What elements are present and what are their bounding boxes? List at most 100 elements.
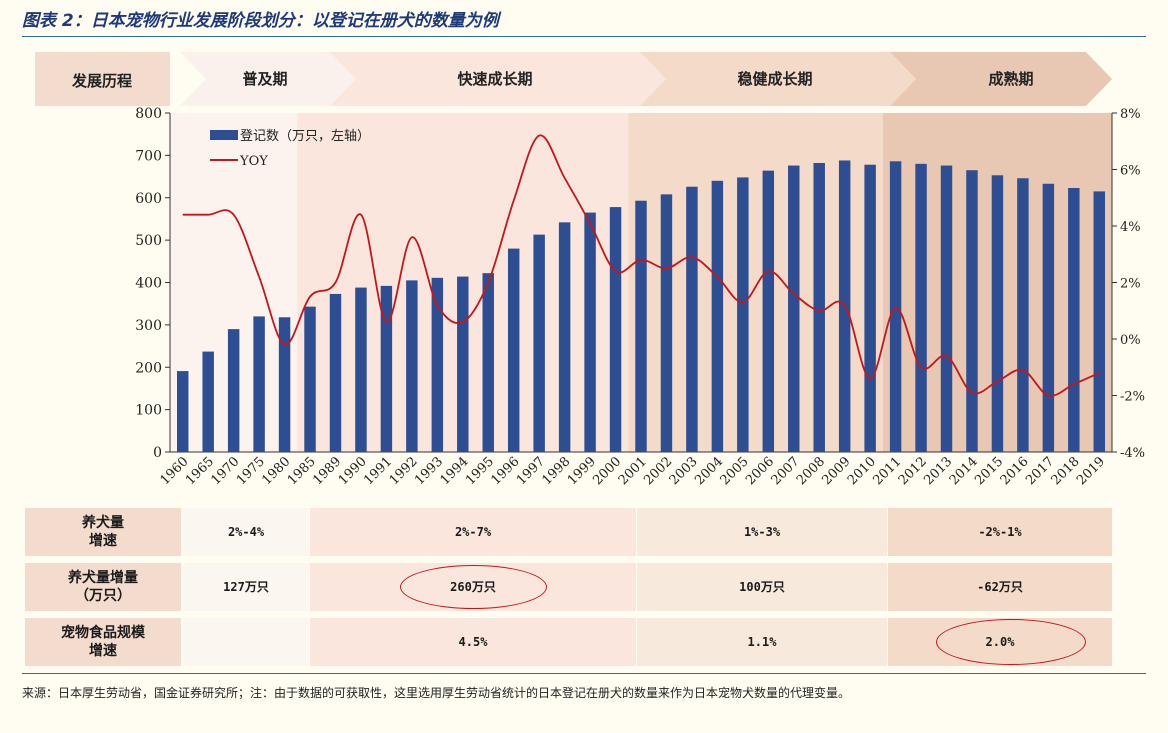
stage-name-2: 快速成长期 — [457, 70, 532, 88]
x-tick-label: 1985 — [285, 454, 319, 488]
figure-title: 图表 2：日本宠物行业发展阶段划分：以登记在册犬的数量为例 — [22, 11, 499, 31]
x-tick-label: 2008 — [794, 454, 828, 488]
bar — [788, 165, 800, 453]
bar — [227, 329, 240, 452]
bar — [355, 287, 367, 452]
bar — [889, 161, 902, 452]
y-tick-label-right: 4% — [1120, 220, 1141, 235]
x-tick-label: 2010 — [845, 454, 879, 488]
x-tick-label: 1995 — [463, 454, 497, 488]
bar — [431, 277, 444, 452]
y-tick-label-right: 8% — [1120, 107, 1141, 122]
bar — [660, 194, 673, 453]
x-tick-label: 2013 — [921, 454, 955, 488]
legend: 登记数（万只，左轴） YOY — [210, 129, 370, 169]
table-cell: 1%-3% — [637, 508, 887, 556]
table-row-label: 养犬量 增速 — [25, 508, 181, 556]
x-tick-label: 1998 — [539, 454, 573, 488]
x-tick-label: 2014 — [947, 454, 981, 488]
y-tick-label-left: 500 — [135, 233, 162, 249]
x-tick-label: 2004 — [692, 454, 726, 488]
x-tick-label: 2000 — [590, 454, 624, 488]
table-cell: 127万只 — [183, 563, 309, 611]
highlight-ellipse-260 — [400, 565, 547, 609]
bar — [711, 180, 724, 453]
bar — [940, 165, 953, 453]
stage-header-label: 发展历程 — [71, 72, 132, 90]
axes: 0 100 200 300 400 500 600 700 800 -4% -2% 0% 2% 4% 6% 8… — [135, 106, 1145, 461]
bar — [1068, 188, 1080, 452]
x-tick-label: 1992 — [387, 454, 421, 488]
x-tick-label: 2002 — [641, 454, 675, 488]
x-tick-label: 1999 — [565, 454, 599, 488]
bar — [558, 222, 571, 452]
bar — [737, 177, 749, 452]
bar — [380, 285, 393, 452]
table-cell-text: 100万只 — [739, 580, 785, 594]
bar — [253, 316, 265, 452]
x-tick-label: 1960 — [158, 454, 192, 488]
x-tick-label: 1980 — [259, 454, 293, 488]
table-cell: 2%-7% — [310, 508, 636, 556]
table-cell-text: 1.1% — [747, 635, 777, 649]
table-cell: 100万只 — [637, 563, 887, 611]
bar — [609, 207, 622, 452]
bar — [966, 170, 978, 453]
table-cell-text: 1%-3% — [743, 525, 781, 539]
stage-name-3: 稳健成长期 — [737, 70, 812, 88]
y-tick-label-left: 600 — [135, 191, 162, 207]
table-row-label-text: 宠物食品规模 — [61, 625, 145, 641]
bar — [202, 351, 214, 452]
x-tick-label: 2011 — [870, 454, 904, 488]
y-tick-label-left: 0 — [153, 445, 162, 461]
table-cell: 1.1% — [637, 618, 887, 666]
bar — [457, 276, 469, 452]
bar — [813, 163, 825, 452]
table-cell — [183, 618, 309, 666]
title-rule — [22, 36, 1146, 37]
table-cell: 4.5% — [310, 618, 636, 666]
table-row-label-text: 养犬量 — [82, 515, 124, 531]
table-cell-text: -62万只 — [977, 580, 1023, 594]
highlight-ellipse-2pct — [936, 619, 1086, 665]
y-tick-label-left: 100 — [135, 403, 162, 419]
bar — [329, 293, 342, 452]
stage-name-1: 普及期 — [242, 70, 287, 88]
x-tick-label: 2017 — [1023, 454, 1057, 488]
y-tick-label-right: 2% — [1120, 277, 1141, 292]
bar — [1093, 191, 1105, 453]
x-tick-label: 2012 — [896, 454, 930, 488]
bar — [177, 371, 189, 452]
stage-chevron-2 — [330, 52, 666, 106]
y-tick-label-right: -2% — [1120, 390, 1145, 405]
bar — [482, 273, 494, 452]
table-row-label-text: （万只） — [75, 588, 131, 604]
bar — [635, 200, 647, 452]
y-tick-label-right: 0% — [1120, 333, 1141, 348]
bar — [533, 234, 545, 452]
table-row-label: 养犬量增量 （万只） — [25, 563, 181, 611]
x-tick-label: 1990 — [336, 454, 370, 488]
x-tick-label: 2003 — [667, 454, 701, 488]
y-tick-label-left: 700 — [135, 148, 162, 164]
table-cell-text: -2%-1% — [978, 525, 1022, 539]
legend-swatch-bar — [210, 130, 238, 140]
stage-chevron-1 — [180, 52, 356, 106]
x-tick-label: 2019 — [1074, 454, 1108, 488]
x-tick-label: 2016 — [998, 454, 1032, 488]
table-cell: -62万只 — [888, 563, 1112, 611]
x-tick-label: 2006 — [743, 454, 777, 488]
bar — [406, 280, 418, 452]
x-tick-label: 2001 — [616, 454, 650, 488]
bar — [1017, 178, 1029, 452]
stage-chevron-3 — [640, 52, 916, 106]
y-tick-label-left: 800 — [135, 106, 162, 122]
stage-header-label-box — [35, 52, 170, 106]
stage-name-4: 成熟期 — [988, 70, 1033, 88]
bar — [915, 163, 927, 452]
chart: 发展历程 普及期 快速成长期 稳健成长期 成熟期 0 100 200 300 400 500 600… — [35, 52, 1145, 488]
source-note: 来源：日本厚生劳动省，国金证券研究所；注：由于数据的可获取性，这里选用厚生劳动省… — [22, 686, 851, 700]
x-tick-label: 1997 — [514, 454, 548, 488]
x-tick-label: 2007 — [769, 454, 803, 488]
x-tick-label: 1993 — [412, 454, 446, 488]
